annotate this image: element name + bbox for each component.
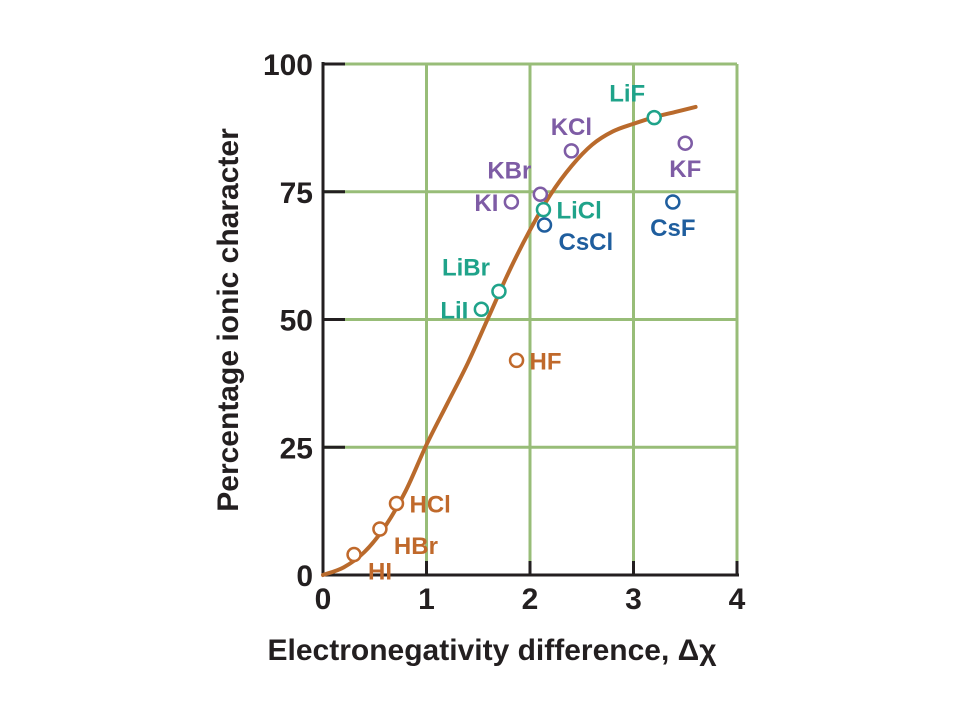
y-tick-label-25: 25 [280, 432, 313, 465]
point-hcl [388, 495, 405, 512]
point-label-hbr: HBr [394, 533, 438, 560]
point-label-cscl: CsCl [558, 229, 613, 256]
grid-layer [323, 62, 739, 575]
x-axis-label: Electronegativity difference, Δχ [268, 634, 718, 667]
point-licl [535, 201, 552, 218]
x-tick-label-3: 3 [625, 583, 642, 616]
point-label-csf: CsF [650, 215, 695, 242]
point-kbr [532, 186, 549, 203]
point-label-hi: HI [368, 559, 392, 586]
point-kcl [563, 143, 580, 159]
point-hbr [372, 521, 388, 537]
point-cscl [536, 217, 553, 233]
y-tick-label-50: 50 [280, 305, 313, 338]
y-axis-label: Percentage ionic character [212, 128, 245, 512]
point-hf [508, 352, 525, 369]
point-label-kf: KF [669, 156, 701, 183]
x-tick-label-4: 4 [729, 583, 746, 616]
axes-layer: 0 25 50 75 100 0 1 2 3 4 [263, 49, 746, 616]
point-label-kbr: KBr [487, 157, 531, 184]
point-label-libr: LiBr [442, 254, 490, 281]
point-libr [491, 283, 507, 300]
point-label-kcl: KCl [551, 114, 592, 141]
x-tick-label-1: 1 [418, 583, 435, 616]
y-tick-label-75: 75 [280, 177, 313, 210]
point-kf [677, 135, 693, 151]
point-lif [646, 109, 662, 126]
point-label-lii: LiI [440, 297, 468, 324]
x-tick-label-2: 2 [522, 583, 539, 616]
y-tick-label-0: 0 [296, 560, 313, 593]
point-label-hcl: HCl [409, 491, 450, 518]
point-label-lif: LiF [609, 81, 645, 108]
points-layer [346, 109, 693, 563]
y-tick-label-100: 100 [263, 49, 313, 82]
point-hi [346, 546, 362, 563]
point-lii [473, 301, 490, 318]
point-label-hf: HF [530, 348, 562, 375]
x-tick-label-0: 0 [315, 583, 332, 616]
point-csf [665, 194, 681, 210]
point-label-ki: KI [474, 190, 498, 217]
point-ki [503, 194, 520, 210]
point-label-licl: LiCl [556, 198, 601, 225]
